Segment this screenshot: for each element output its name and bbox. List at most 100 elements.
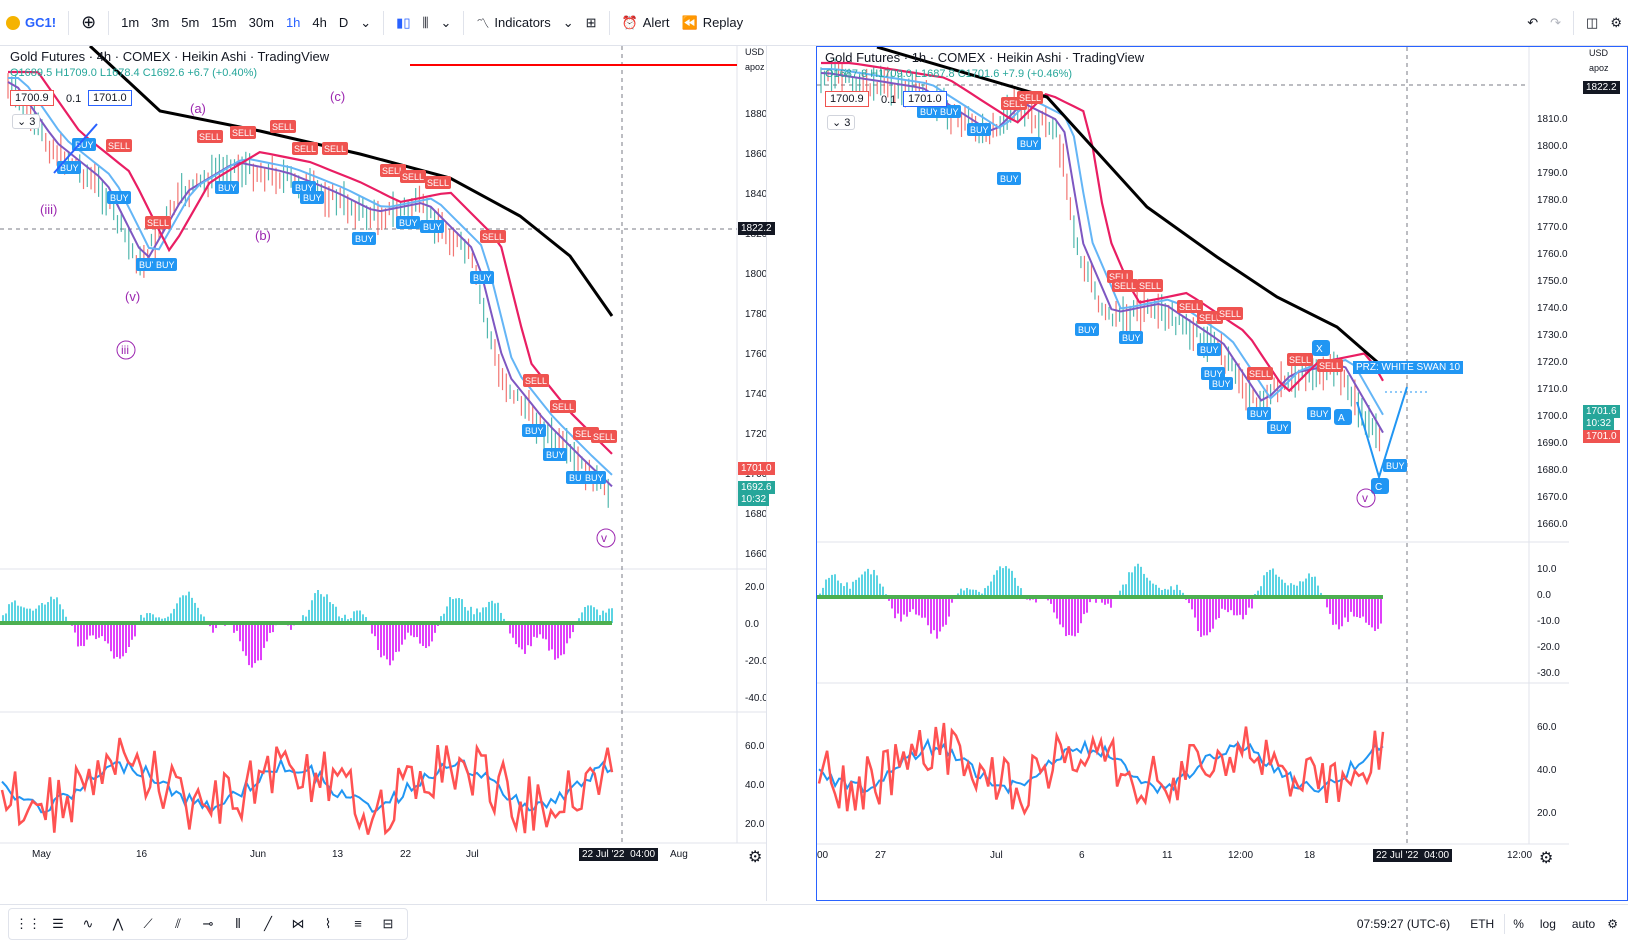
gear-icon: ⚙ [1607,917,1618,931]
right-axis-settings[interactable]: ⚙ [1539,850,1553,866]
left-chart-canvas[interactable]: 1880.01860.01840.01820.01800.01780.01760… [0,46,766,901]
layout-toggle-button[interactable]: ◫ [1580,8,1604,38]
left-last-price-red: 1701.0 [738,462,775,475]
layout-button[interactable]: ⊞ [580,8,603,38]
redo-button[interactable]: ↷ [1544,8,1567,38]
right-collapse-indicators-button[interactable]: ⌄ 3 [827,115,855,130]
gann-fan-tool-icon[interactable]: ⌇ [316,912,340,936]
right-ask-price[interactable]: 1701.0 [903,91,947,107]
session-toggle[interactable]: ETH [1460,917,1504,931]
oscillator-bar [1203,597,1205,635]
oscillator-bar [317,590,319,623]
right-bid-price[interactable]: 1700.9 [825,91,869,107]
horizontal-line-tool-icon[interactable]: ⊸ [196,912,220,936]
buy-signal-label: BUY [1078,325,1097,335]
interval-dropdown[interactable]: ⌄ [354,8,377,38]
left-bid-price[interactable]: 1700.9 [10,90,54,106]
oscillator-bar [867,569,869,597]
interval-5m[interactable]: 5m [175,8,205,38]
time-tick-label: Jun [250,849,266,860]
oscillator-bar [1290,583,1292,597]
oscillator-bar [542,623,544,639]
auto-toggle[interactable]: auto [1564,917,1603,931]
oscillator-bar [1071,597,1073,636]
alert-button[interactable]: ⏰ Alert [616,8,676,38]
oscillator-bar [14,600,16,623]
right-currency[interactable]: USD [1589,48,1608,58]
oscillator-bar [23,607,25,623]
oscillator-bar [903,597,905,615]
candles-icon: ▮▯ [396,15,410,31]
indicators-button[interactable]: 〽 Indicators [470,8,556,38]
abc-pattern-tool-icon[interactable]: ∿ [76,912,100,936]
oscillator-bar [1341,597,1343,626]
ray-tool-icon[interactable]: ⟋ [136,912,160,936]
oscillator-bar [47,602,49,623]
line-tool-icon[interactable]: ╱ [256,912,280,936]
interval-d[interactable]: D [333,8,354,38]
left-collapse-indicators-button[interactable]: ⌄ 3 [12,114,40,129]
interval-4h[interactable]: 4h [306,8,332,38]
price-range-tool-icon[interactable]: ⊟ [376,912,400,936]
oscillator-bar [828,578,830,597]
oscillator-bar [1356,597,1358,617]
parallel-channel-tool-icon[interactable]: ⫽ [166,912,190,936]
rsi-tick-label: 20.0 [1537,808,1557,819]
crosshair-date: 22 Jul '22 [582,849,625,860]
interval-30m[interactable]: 30m [243,8,280,38]
oscillator-bar [1278,577,1280,597]
oscillator-bar [1227,597,1229,612]
oscillator-bar [29,609,31,623]
chart-type-dropdown[interactable]: ⌄ [434,8,457,38]
left-ask-price[interactable]: 1701.0 [88,90,132,106]
left-axis-settings[interactable]: ⚙ [748,849,762,865]
interval-1h[interactable]: 1h [280,8,306,38]
time-tick-label: 12:00 [1228,850,1253,861]
trend-line-tool-icon[interactable]: ☰ [46,912,70,936]
bar-style-button[interactable]: ▮▯ [390,8,416,38]
oscillator-bar [485,607,487,623]
drag-handle-icon[interactable]: ⋮⋮ [16,912,40,936]
oscillator-bar [1209,597,1211,632]
log-toggle[interactable]: log [1532,917,1564,931]
left-currency[interactable]: USD [745,47,764,57]
right-crosshair-price: 1822.2 [1583,81,1620,94]
chart-type-button[interactable]: ⫼ [416,8,434,38]
vertical-lines-tool-icon[interactable]: ⦀ [226,912,250,936]
oscillator-bar [113,623,115,659]
left-chart-pane[interactable]: 1880.01860.01840.01820.01800.01780.01760… [0,46,767,901]
left-crosshair-time: 22 Jul '22 04:00 [579,848,658,861]
oscillator-bar [323,597,325,623]
elliott-wave-tool-icon[interactable]: ⋀ [106,912,130,936]
interval-15m[interactable]: 15m [205,8,242,38]
oscillator-bar [1245,597,1247,615]
fullscreen-button[interactable]: ⚙ [1603,917,1628,931]
xabcd-pattern-tool-icon[interactable]: ⋈ [286,912,310,936]
pattern-label[interactable]: PRZ: WHITE SWAN 10 [1353,361,1463,374]
time-tick-label: 16 [136,849,148,860]
symbol-search[interactable]: GC1! [0,8,62,38]
undo-button[interactable]: ↶ [1521,8,1544,38]
oscillator-bar [1305,579,1307,597]
wave-label: (v) [125,289,140,304]
time-tick-label: 13 [332,849,344,860]
clock-display[interactable]: 07:59:27 (UTC-6) [1347,917,1460,931]
oscillator-bar [254,623,256,663]
price-tick-label: 1760.0 [745,349,766,360]
oscillator-bar [1197,597,1199,631]
interval-3m[interactable]: 3m [145,8,175,38]
oscillator-bar [1086,597,1088,613]
oscillator-bar [1380,597,1382,624]
price-tick-label: 1740.0 [745,389,766,400]
interval-1m[interactable]: 1m [115,8,145,38]
settings-button[interactable]: ⚙ [1604,8,1628,38]
replay-button[interactable]: ⏪ Replay [676,8,750,38]
right-chart-canvas[interactable]: 1810.01800.01790.01780.01770.01760.01750… [817,47,1627,900]
compare-button[interactable]: ⊕ [75,8,102,38]
percent-toggle[interactable]: % [1505,917,1532,931]
divider [609,11,610,35]
indicators-dropdown[interactable]: ⌄ [557,8,580,38]
price-tick-label: 1680.0 [745,509,766,520]
fib-retracement-tool-icon[interactable]: ≡ [346,912,370,936]
